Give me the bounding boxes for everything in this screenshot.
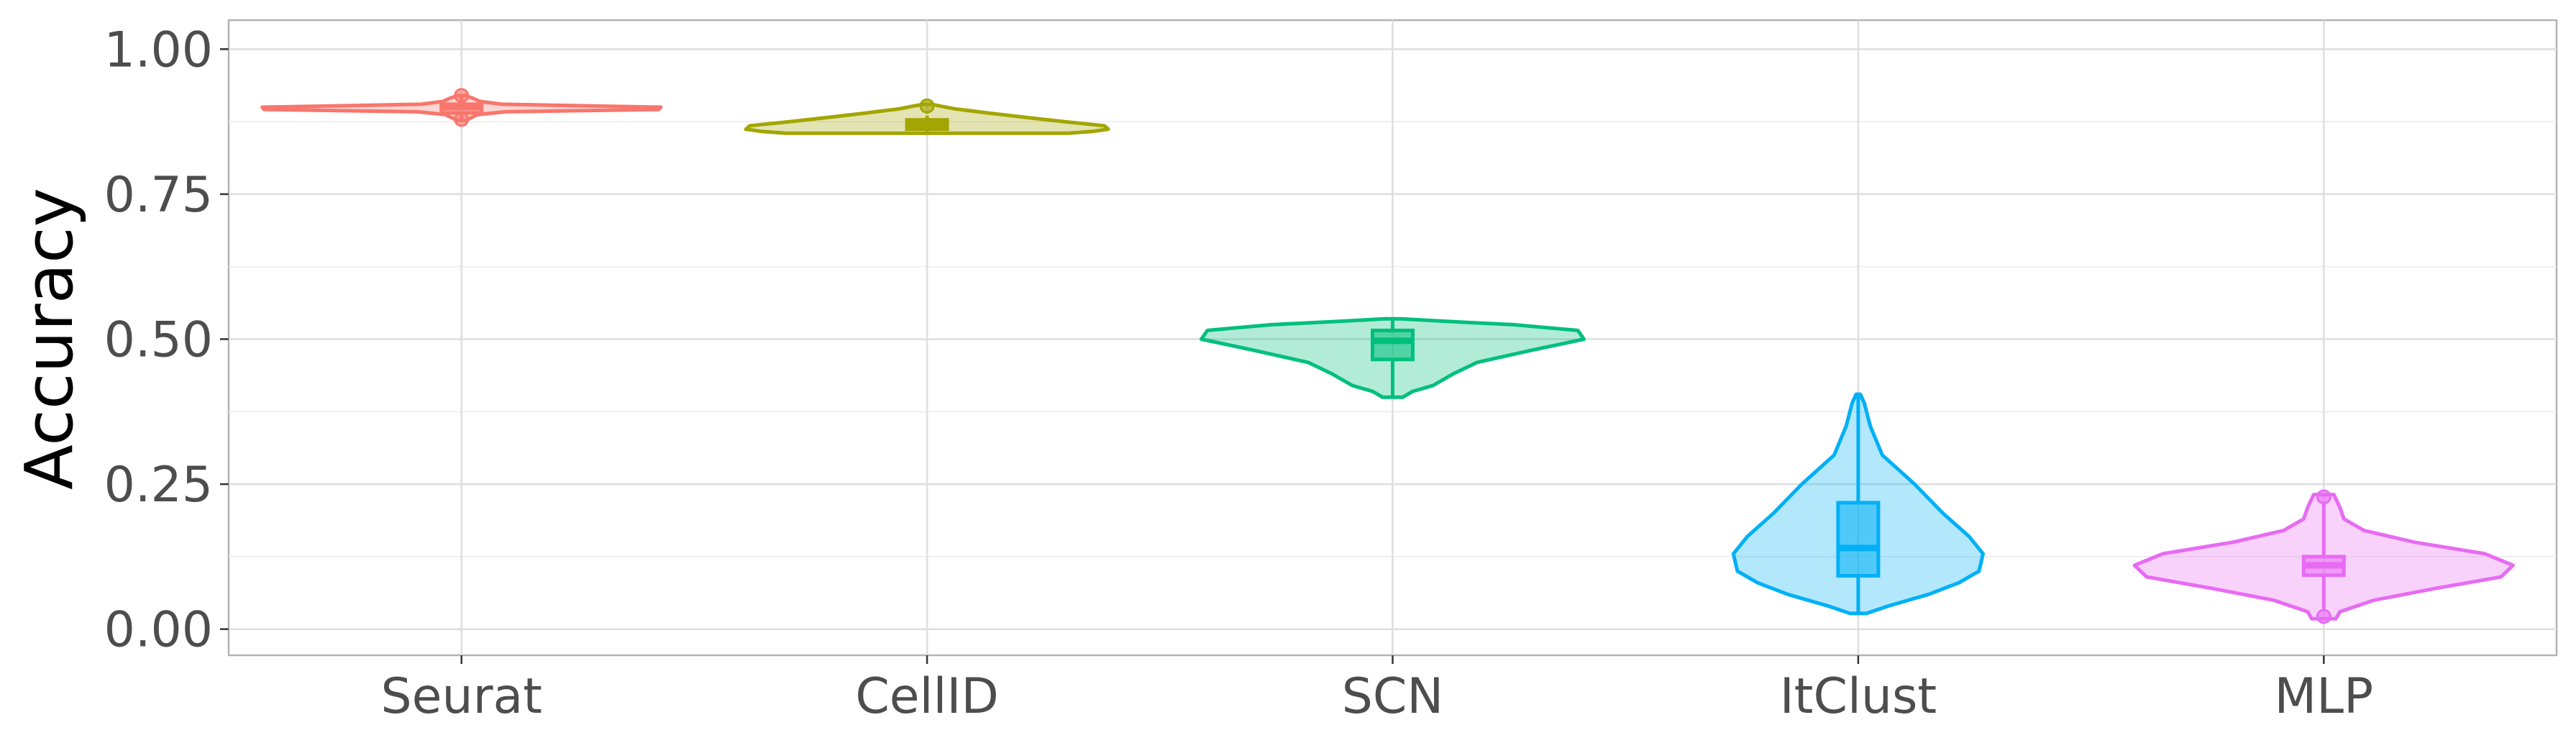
outlier-point [2316, 489, 2331, 505]
x-axis-ticks: Seurat CellID SCN ItClust MLP [381, 655, 2374, 725]
y-tick-label: 1.00 [104, 22, 213, 78]
outlier-point [919, 98, 935, 114]
x-tick-label-cellid: CellID [855, 668, 999, 725]
violin-mlp [2132, 489, 2515, 624]
y-tick-label: 0.50 [104, 312, 213, 369]
y-axis-title: Accuracy [11, 188, 88, 490]
y-tick-label: 0.75 [104, 167, 213, 224]
x-tick-label-itclust: ItClust [1780, 668, 1937, 725]
x-tick-label-scn: SCN [1342, 668, 1444, 725]
outlier-point [454, 88, 470, 104]
violin-seurat [260, 88, 663, 127]
box-iqr [1836, 501, 1881, 578]
outlier-point [454, 111, 470, 127]
y-tick-label: 0.00 [104, 602, 213, 659]
y-axis-ticks: 0.00 0.25 0.50 0.75 1.00 [104, 22, 229, 659]
violin-cellid [744, 98, 1110, 135]
violins [260, 88, 2515, 624]
violin-itclust [1731, 392, 1985, 616]
outlier-point [2316, 608, 2331, 624]
x-tick-label-mlp: MLP [2275, 668, 2374, 725]
violin-scn [1200, 316, 1586, 399]
y-tick-label: 0.25 [104, 457, 213, 514]
box-iqr [1371, 328, 1415, 362]
x-tick-label-seurat: Seurat [381, 668, 542, 725]
